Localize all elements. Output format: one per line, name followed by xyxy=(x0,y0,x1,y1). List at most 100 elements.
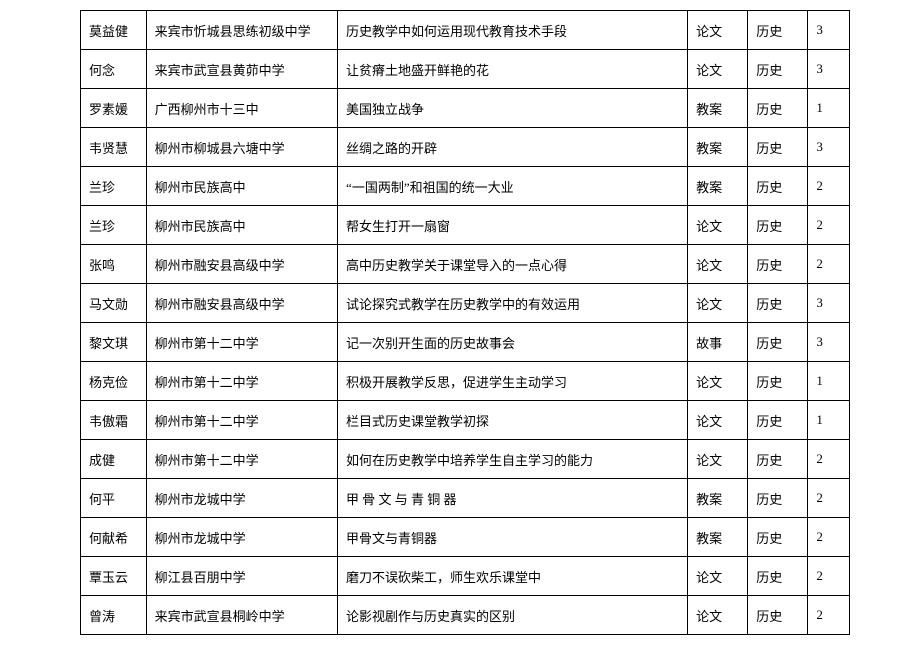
cell-name: 杨克俭 xyxy=(81,362,147,401)
cell-title: “一国两制”和祖国的统一大业 xyxy=(338,167,688,206)
cell-name: 韦贤慧 xyxy=(81,128,147,167)
table-row: 覃玉云柳江县百朋中学磨刀不误砍柴工，师生欢乐课堂中论文历史2 xyxy=(81,557,850,596)
cell-type: 论文 xyxy=(688,245,748,284)
cell-type: 论文 xyxy=(688,362,748,401)
table-row: 杨克俭 柳州市第十二中学积极开展教学反思，促进学生主动学习论文历史1 xyxy=(81,362,850,401)
cell-subject: 历史 xyxy=(748,89,808,128)
table-row: 兰珍柳州市民族高中“一国两制”和祖国的统一大业教案历史2 xyxy=(81,167,850,206)
cell-score: 2 xyxy=(808,557,850,596)
cell-name: 韦傲霜 xyxy=(81,401,147,440)
table-row: 曾涛来宾市武宣县桐岭中学论影视剧作与历史真实的区别论文历史2 xyxy=(81,596,850,635)
cell-school: 柳州市第十二中学 xyxy=(146,362,337,401)
table-row: 成健 柳州市第十二中学如何在历史教学中培养学生自主学习的能力论文历史2 xyxy=(81,440,850,479)
cell-score: 2 xyxy=(808,518,850,557)
cell-type: 教案 xyxy=(688,518,748,557)
cell-school: 柳州市柳城县六塘中学 xyxy=(146,128,337,167)
cell-name: 莫益健 xyxy=(81,11,147,50)
cell-subject: 历史 xyxy=(748,479,808,518)
cell-type: 论文 xyxy=(688,284,748,323)
cell-score: 2 xyxy=(808,206,850,245)
table-row: 何念来宾市武宣县黄茆中学让贫瘠土地盛开鲜艳的花论文历史3 xyxy=(81,50,850,89)
cell-subject: 历史 xyxy=(748,50,808,89)
cell-school: 柳州市龙城中学 xyxy=(146,518,337,557)
table-row: 何献希柳州市龙城中学甲骨文与青铜器教案历史2 xyxy=(81,518,850,557)
cell-name: 何平 xyxy=(81,479,147,518)
cell-score: 1 xyxy=(808,401,850,440)
cell-score: 3 xyxy=(808,284,850,323)
cell-type: 论文 xyxy=(688,596,748,635)
cell-score: 2 xyxy=(808,245,850,284)
cell-score: 2 xyxy=(808,479,850,518)
cell-title: 试论探究式教学在历史教学中的有效运用 xyxy=(338,284,688,323)
table-row: 黎文琪 柳州市第十二中学记一次别开生面的历史故事会故事历史3 xyxy=(81,323,850,362)
cell-school: 柳州市民族高中 xyxy=(146,167,337,206)
cell-title: 帮女生打开一扇窗 xyxy=(338,206,688,245)
cell-school: 柳州市融安县高级中学 xyxy=(146,284,337,323)
cell-title: 让贫瘠土地盛开鲜艳的花 xyxy=(338,50,688,89)
cell-school: 柳州市第十二中学 xyxy=(146,440,337,479)
page-container: 莫益健来宾市忻城县思练初级中学历史教学中如何运用现代教育技术手段论文历史3何念来… xyxy=(0,0,920,651)
cell-school: 柳州市龙城中学 xyxy=(146,479,337,518)
cell-score: 1 xyxy=(808,89,850,128)
cell-type: 论文 xyxy=(688,401,748,440)
cell-name: 曾涛 xyxy=(81,596,147,635)
cell-type: 论文 xyxy=(688,50,748,89)
cell-subject: 历史 xyxy=(748,518,808,557)
cell-subject: 历史 xyxy=(748,284,808,323)
cell-name: 黎文琪 xyxy=(81,323,147,362)
cell-score: 2 xyxy=(808,440,850,479)
cell-subject: 历史 xyxy=(748,401,808,440)
cell-school: 柳州市融安县高级中学 xyxy=(146,245,337,284)
cell-type: 教案 xyxy=(688,167,748,206)
cell-title: 丝绸之路的开辟 xyxy=(338,128,688,167)
cell-title: 高中历史教学关于课堂导入的一点心得 xyxy=(338,245,688,284)
cell-name: 何念 xyxy=(81,50,147,89)
cell-subject: 历史 xyxy=(748,440,808,479)
cell-type: 论文 xyxy=(688,557,748,596)
cell-name: 马文勋 xyxy=(81,284,147,323)
cell-title: 记一次别开生面的历史故事会 xyxy=(338,323,688,362)
cell-subject: 历史 xyxy=(748,128,808,167)
cell-type: 教案 xyxy=(688,89,748,128)
cell-title: 栏目式历史课堂教学初探 xyxy=(338,401,688,440)
cell-school: 来宾市忻城县思练初级中学 xyxy=(146,11,337,50)
cell-school: 柳州市第十二中学 xyxy=(146,401,337,440)
cell-type: 论文 xyxy=(688,440,748,479)
cell-score: 1 xyxy=(808,362,850,401)
cell-subject: 历史 xyxy=(748,206,808,245)
cell-title: 美国独立战争 xyxy=(338,89,688,128)
cell-score: 2 xyxy=(808,596,850,635)
cell-score: 3 xyxy=(808,50,850,89)
cell-score: 3 xyxy=(808,11,850,50)
table-row: 韦傲霜 柳州市第十二中学栏目式历史课堂教学初探论文历史1 xyxy=(81,401,850,440)
table-row: 马文勋柳州市融安县高级中学试论探究式教学在历史教学中的有效运用论文历史3 xyxy=(81,284,850,323)
cell-score: 3 xyxy=(808,323,850,362)
cell-type: 论文 xyxy=(688,11,748,50)
cell-type: 论文 xyxy=(688,206,748,245)
cell-subject: 历史 xyxy=(748,596,808,635)
cell-school: 来宾市武宣县桐岭中学 xyxy=(146,596,337,635)
cell-name: 覃玉云 xyxy=(81,557,147,596)
cell-subject: 历史 xyxy=(748,362,808,401)
table-row: 何平柳州市龙城中学甲 骨 文 与 青 铜 器教案历史2 xyxy=(81,479,850,518)
table-row: 莫益健来宾市忻城县思练初级中学历史教学中如何运用现代教育技术手段论文历史3 xyxy=(81,11,850,50)
cell-name: 何献希 xyxy=(81,518,147,557)
cell-name: 罗素媛 xyxy=(81,89,147,128)
cell-school: 柳州市第十二中学 xyxy=(146,323,337,362)
cell-name: 兰珍 xyxy=(81,167,147,206)
cell-school: 柳州市民族高中 xyxy=(146,206,337,245)
cell-title: 磨刀不误砍柴工，师生欢乐课堂中 xyxy=(338,557,688,596)
cell-score: 3 xyxy=(808,128,850,167)
cell-title: 论影视剧作与历史真实的区别 xyxy=(338,596,688,635)
cell-type: 故事 xyxy=(688,323,748,362)
cell-subject: 历史 xyxy=(748,245,808,284)
cell-school: 广西柳州市十三中 xyxy=(146,89,337,128)
cell-name: 兰珍 xyxy=(81,206,147,245)
cell-title: 积极开展教学反思，促进学生主动学习 xyxy=(338,362,688,401)
cell-title: 历史教学中如何运用现代教育技术手段 xyxy=(338,11,688,50)
table-row: 罗素媛广西柳州市十三中美国独立战争教案历史1 xyxy=(81,89,850,128)
cell-subject: 历史 xyxy=(748,557,808,596)
data-table: 莫益健来宾市忻城县思练初级中学历史教学中如何运用现代教育技术手段论文历史3何念来… xyxy=(80,10,850,635)
cell-title: 甲骨文与青铜器 xyxy=(338,518,688,557)
cell-title: 如何在历史教学中培养学生自主学习的能力 xyxy=(338,440,688,479)
